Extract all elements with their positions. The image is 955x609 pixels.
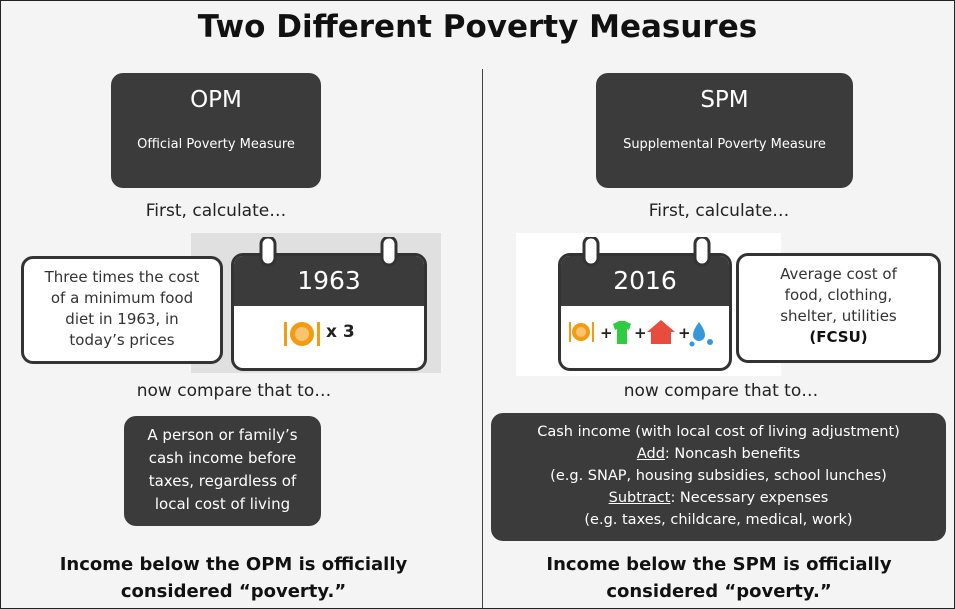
acronym: OPM	[190, 87, 242, 113]
description-line: of a minimum food	[50, 289, 194, 307]
title: Two Different Poverty Measures	[197, 9, 758, 45]
conclusion-line: Income below the SPM is officially	[546, 554, 892, 575]
income-line: A person or family’s	[147, 426, 298, 444]
income-line: local cost of living	[154, 495, 291, 513]
step2: now compare that to…	[136, 381, 332, 401]
description-line: Three times the cost	[44, 268, 200, 286]
conclusion: Income below the OPM is officially consi…	[1, 551, 466, 605]
divider	[482, 69, 483, 608]
abbreviation: (FCSU)	[809, 328, 868, 346]
description-line: diet in 1963, in	[65, 310, 179, 328]
spm-box: SPM Supplemental Poverty Measure	[596, 73, 853, 188]
calendar-year: 2016	[613, 266, 677, 295]
measure-name: Official Poverty Measure	[137, 137, 295, 152]
description-box: Three times the cost of a minimum food d…	[21, 256, 223, 364]
step1: First, calculate…	[145, 201, 287, 221]
svg-text:+: +	[634, 324, 647, 342]
conclusion-line: considered “poverty.”	[120, 581, 347, 602]
plate-icon	[284, 322, 320, 346]
income-box: A person or family’s cash income before …	[124, 416, 321, 526]
income-line: cash income before	[148, 449, 297, 467]
description-line: food, clothing,	[784, 286, 893, 304]
income-line: taxes, regardless of	[148, 472, 297, 490]
svg-text:+: +	[678, 324, 691, 342]
calendar-rings	[259, 237, 398, 267]
step2: now compare that to…	[623, 381, 819, 401]
conclusion: Income below the SPM is officially consi…	[484, 551, 954, 605]
subtract-label: Subtract	[608, 490, 671, 506]
multiplier: x 3	[326, 322, 355, 342]
description-line: today’s prices	[69, 331, 175, 349]
svg-text:+: +	[600, 324, 613, 342]
income-box: Cash income (with local cost of living a…	[491, 413, 946, 541]
acronym: SPM	[700, 87, 749, 113]
calendar-rings	[582, 237, 711, 267]
income-line: Subtract: Necessary expenses	[491, 487, 946, 509]
calendar: 1963 x 3	[231, 253, 427, 371]
conclusion-line: Income below the OPM is officially	[59, 554, 408, 575]
subtract-text: : Necessary expenses	[670, 490, 829, 506]
calendar: 2016 + + +	[558, 253, 732, 371]
description-line: shelter, utilities	[780, 307, 897, 325]
add-text: : Noncash benefits	[664, 446, 801, 462]
income-line: (e.g. taxes, childcare, medical, work)	[584, 512, 853, 528]
opm-box: OPM Official Poverty Measure	[111, 73, 321, 188]
income-line: (e.g. SNAP, housing subsidies, school lu…	[550, 468, 887, 484]
description-line: Average cost of	[780, 265, 897, 283]
add-label: Add	[636, 446, 665, 462]
step1: First, calculate…	[648, 201, 790, 221]
measure-name: Supplemental Poverty Measure	[623, 137, 826, 152]
description-box: Average cost of food, clothing, shelter,…	[736, 253, 941, 363]
income-line: Cash income (with local cost of living a…	[537, 424, 900, 440]
calendar-year: 1963	[297, 266, 361, 295]
income-line: Add: Noncash benefits	[491, 443, 946, 465]
fcsu-icons: + + +	[569, 320, 713, 347]
conclusion-line: considered “poverty.”	[606, 581, 832, 602]
